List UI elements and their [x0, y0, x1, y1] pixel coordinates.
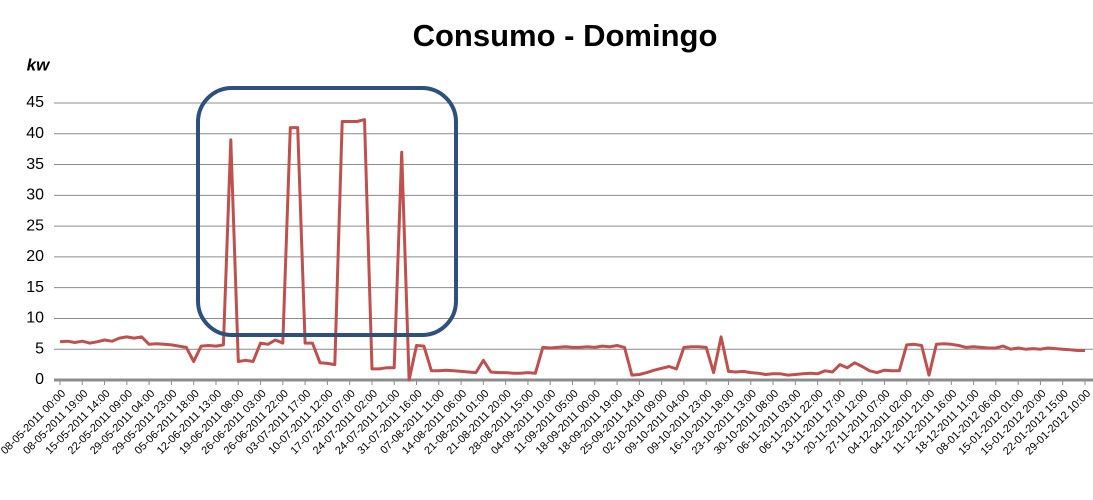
- y-tick-label: 45: [26, 94, 44, 111]
- y-tick-label: 25: [26, 217, 44, 234]
- y-axis-label: kw: [27, 55, 51, 74]
- data-line: [59, 118, 1085, 382]
- y-tick-label: 20: [26, 248, 44, 265]
- y-tick-label: 5: [35, 340, 44, 357]
- marks: [59, 118, 1085, 382]
- y-tick-label: 0: [35, 371, 44, 388]
- chart-title: Consumo - Domingo: [413, 18, 718, 53]
- y-tick-label: 10: [26, 310, 44, 327]
- highlight-box: [196, 86, 458, 337]
- y-tick-label: 35: [26, 156, 44, 173]
- y-tick-label: 30: [26, 187, 44, 204]
- y-tick-label: 15: [26, 279, 44, 296]
- y-tick-label: 40: [26, 125, 44, 142]
